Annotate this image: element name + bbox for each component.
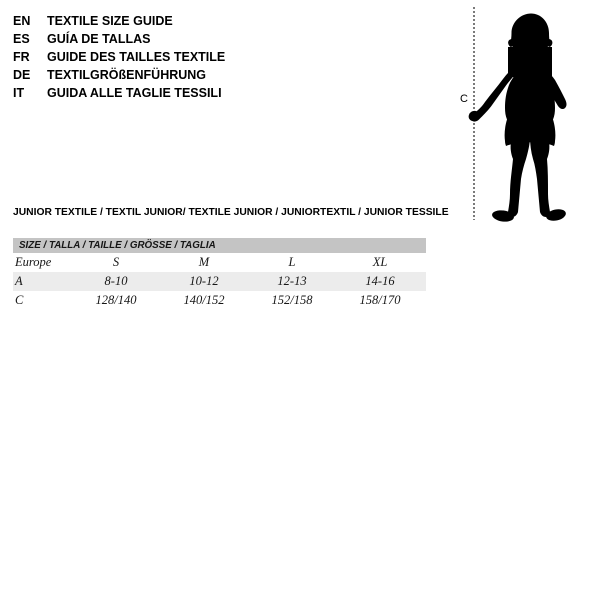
svg-text:C: C <box>460 93 468 105</box>
